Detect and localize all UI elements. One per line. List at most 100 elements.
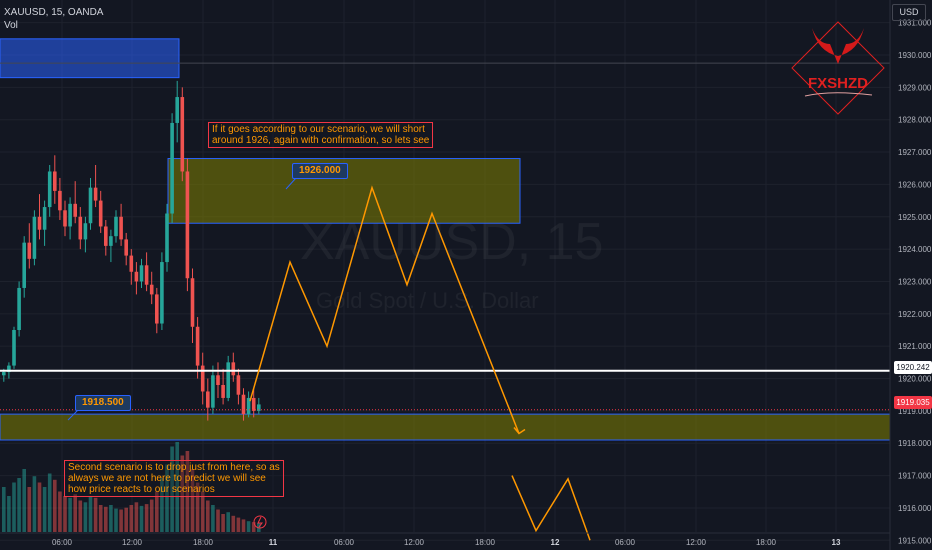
price-tick-label: 1925.000: [898, 213, 932, 222]
time-tick-label: 06:00: [615, 538, 636, 547]
volume-bar: [83, 502, 88, 532]
candle: [37, 216, 42, 230]
volume-bar: [175, 442, 179, 532]
callout-1918[interactable]: 1918.500: [75, 395, 131, 411]
time-tick-label: 12:00: [686, 538, 707, 547]
lightning-icon: [253, 515, 267, 529]
volume-bar: [170, 446, 174, 532]
volume-bar: [114, 508, 118, 532]
time-tick-label: 12:00: [404, 538, 425, 547]
candle: [149, 284, 154, 295]
projection-path: [249, 185, 520, 434]
time-tick-label: 06:00: [334, 538, 355, 547]
candle: [58, 190, 62, 211]
volume-bar: [104, 506, 108, 532]
candle: [190, 278, 195, 327]
chart-header: XAUUSD, 15, OANDA Vol: [4, 6, 103, 32]
volume-bar: [17, 478, 21, 532]
volume-bar: [139, 505, 144, 532]
candle: [22, 242, 26, 288]
candle: [119, 216, 123, 240]
volume-bar: [37, 482, 42, 532]
volume-bar: [144, 504, 149, 532]
watermark-description: Gold Spot / U.S. Dollar: [316, 288, 539, 313]
price-tick-label: 1921.000: [898, 342, 932, 351]
candle: [63, 210, 67, 227]
candle: [165, 213, 169, 263]
price-tick-label: 1922.000: [898, 310, 932, 319]
volume-bar: [42, 487, 47, 532]
volume-bar: [129, 505, 134, 532]
volume-bar: [160, 478, 164, 532]
price-tick-label: 1919.000: [898, 407, 932, 416]
candle: [236, 375, 241, 395]
price-tick-label: 1924.000: [898, 245, 932, 254]
time-tick-label: 11: [269, 538, 278, 547]
candle: [257, 404, 261, 411]
volume-bar: [165, 464, 169, 532]
candle: [160, 262, 164, 324]
note-line: around 1926, again with confirmation, so…: [212, 135, 430, 146]
callout-1926[interactable]: 1926.000: [292, 163, 348, 179]
volume-bar: [221, 514, 225, 532]
candle: [139, 265, 144, 282]
price-tick-label: 1929.000: [898, 83, 932, 92]
candle: [226, 362, 230, 398]
time-tick-label: 06:00: [52, 538, 73, 547]
price-tick-label: 1916.000: [898, 504, 932, 513]
callout-pointer: [67, 409, 79, 421]
note-line: always we are not here to predict we wil…: [68, 473, 266, 484]
volume-bar: [241, 519, 246, 532]
currency-button[interactable]: USD: [892, 4, 926, 21]
price-tick-label: 1930.000: [898, 51, 932, 60]
note-second-scenario[interactable]: Second scenario is to drop just from her…: [64, 460, 284, 497]
projection-path: [511, 475, 591, 541]
candle: [251, 397, 256, 411]
volume-bar: [119, 509, 123, 532]
candle: [211, 375, 215, 408]
candle: [195, 326, 200, 366]
candle: [68, 203, 72, 227]
candle: [206, 391, 210, 408]
volume-bar: [216, 509, 220, 532]
note-short-scenario[interactable]: If it goes according to our scenario, we…: [208, 122, 434, 148]
time-tick-label: 13: [832, 538, 841, 547]
logo-diamond: [791, 21, 885, 115]
candle: [170, 122, 174, 214]
volume-bar: [180, 455, 185, 532]
candle: [221, 385, 225, 398]
candle: [53, 171, 57, 191]
volume-bar: [246, 521, 251, 532]
volume-bar: [211, 505, 215, 532]
volume-bar: [190, 469, 195, 532]
price-tick-label: 1926.000: [898, 180, 932, 189]
candle: [246, 397, 251, 415]
candle: [47, 171, 52, 208]
note-line: how price reacts to our scenarios: [68, 484, 215, 495]
candle: [93, 187, 98, 201]
note-line: Second scenario is to drop just from her…: [68, 462, 280, 473]
candle: [241, 394, 246, 415]
volume-label[interactable]: Vol: [4, 20, 18, 31]
candle: [231, 362, 236, 376]
candle: [1, 372, 6, 376]
volume-bar: [226, 512, 230, 532]
volume-bar: [98, 505, 103, 532]
volume-bar: [32, 476, 37, 532]
candle: [27, 242, 32, 259]
price-tick-label: 1920.000: [898, 375, 932, 384]
price-tick-label: 1931.000: [898, 19, 932, 28]
candle: [12, 330, 16, 366]
candle: [88, 187, 93, 224]
time-tick-label: 18:00: [756, 538, 777, 547]
volume-bar: [251, 522, 256, 532]
candle: [114, 216, 118, 237]
price-tick-label: 1927.000: [898, 148, 932, 157]
symbol-title[interactable]: XAUUSD, 15, OANDA: [4, 7, 104, 18]
volume-bar: [195, 482, 200, 532]
logo-text: FXSHZD: [808, 75, 868, 92]
candle: [42, 207, 47, 230]
logo-signature: [804, 92, 873, 97]
volume-bar: [47, 473, 52, 532]
